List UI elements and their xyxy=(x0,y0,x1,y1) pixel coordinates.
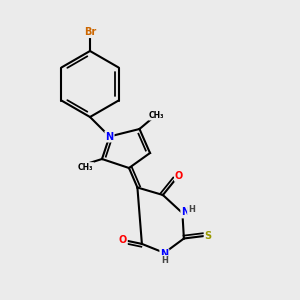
Text: N: N xyxy=(160,249,169,260)
Text: H: H xyxy=(161,256,168,265)
Text: N: N xyxy=(181,207,190,218)
Text: O: O xyxy=(118,235,127,245)
Text: S: S xyxy=(205,231,212,241)
Text: CH₃: CH₃ xyxy=(149,111,164,120)
Text: CH₃: CH₃ xyxy=(78,163,93,172)
Text: O: O xyxy=(175,171,183,181)
Text: N: N xyxy=(105,131,114,142)
Text: Br: Br xyxy=(84,27,96,37)
Text: H: H xyxy=(188,206,195,214)
